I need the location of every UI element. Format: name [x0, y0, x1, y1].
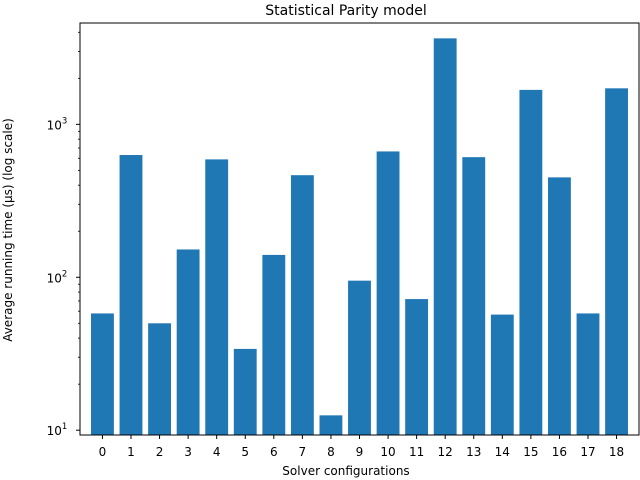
x-tick-label: 16 [552, 445, 567, 459]
x-tick-label: 8 [327, 445, 335, 459]
bar-18 [605, 88, 628, 435]
bar-15 [519, 89, 543, 435]
x-tick-label: 7 [299, 445, 307, 459]
x-axis-label: Solver configurations [282, 464, 409, 478]
bar-1 [119, 155, 143, 435]
y-tick-label: 101 [47, 422, 68, 438]
bar-12 [433, 38, 457, 436]
bar-7 [290, 175, 314, 435]
x-tick-label: 5 [241, 445, 249, 459]
y-tick-label: 103 [47, 116, 68, 132]
bar-0 [91, 313, 114, 435]
bars-group [91, 38, 628, 436]
y-tick-label: 102 [47, 269, 68, 285]
chart-title: Statistical Parity model [265, 3, 426, 19]
bar-9 [348, 280, 371, 435]
y-ticks: 101 102 103 [47, 116, 80, 438]
bar-5 [233, 348, 257, 435]
bar-8 [319, 415, 343, 435]
x-tick-label: 6 [270, 445, 278, 459]
bar-17 [576, 313, 600, 435]
bar-6 [262, 254, 286, 435]
x-tick-label: 14 [495, 445, 510, 459]
bar-3 [176, 249, 200, 435]
bar-14 [490, 314, 514, 435]
x-ticks: 0 1 2 3 4 5 6 7 8 9 10 11 12 13 14 15 16 17 18 [99, 435, 624, 459]
plot-frame [79, 22, 640, 436]
x-tick-label: 4 [213, 445, 221, 459]
x-tick-label: 15 [523, 445, 538, 459]
bar-4 [205, 159, 229, 435]
x-tick-label: 3 [184, 445, 192, 459]
bar-16 [548, 177, 571, 435]
x-tick-label: 11 [409, 445, 424, 459]
bar-2 [148, 323, 171, 435]
x-tick-label: 1 [127, 445, 135, 459]
x-tick-label: 17 [580, 445, 595, 459]
x-tick-label: 10 [380, 445, 395, 459]
bar-10 [376, 151, 400, 435]
y-axis-label: Average running time (μs) (log scale) [1, 118, 15, 342]
bar-11 [405, 299, 429, 435]
bar-13 [462, 157, 486, 436]
x-tick-label: 18 [609, 445, 624, 459]
x-tick-label: 0 [99, 445, 107, 459]
x-tick-label: 12 [438, 445, 453, 459]
x-tick-label: 13 [466, 445, 481, 459]
x-tick-label: 9 [356, 445, 364, 459]
x-tick-label: 2 [156, 445, 164, 459]
